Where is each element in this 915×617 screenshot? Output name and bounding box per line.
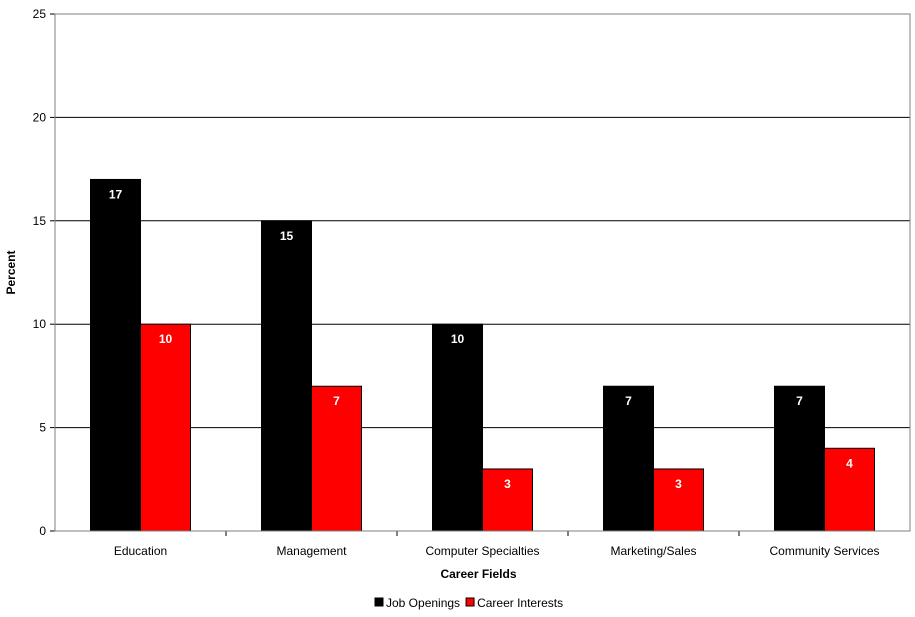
data-label: 10 [159, 332, 173, 346]
data-label: 10 [451, 332, 465, 346]
y-axis-title: Percent [4, 250, 18, 294]
legend-label: Job Openings [386, 596, 460, 610]
bars [90, 178, 875, 532]
legend-swatch [465, 597, 475, 607]
y-tick-label: 20 [33, 110, 47, 124]
data-label: 7 [333, 394, 340, 408]
y-tick-label: 5 [39, 421, 46, 435]
y-tick-label: 0 [39, 524, 46, 538]
bar-job-openings [261, 220, 312, 532]
x-axis-title: Career Fields [440, 567, 516, 581]
bar-job-openings [432, 323, 483, 532]
data-label: 17 [109, 187, 123, 201]
data-label: 3 [675, 477, 682, 491]
bar-career-interests [824, 447, 875, 532]
x-tick-label: Community Services [769, 544, 879, 558]
bar-career-interests [653, 468, 704, 532]
x-tick-label: Marketing/Sales [610, 544, 696, 558]
bar-career-interests [311, 385, 362, 532]
bar-job-openings [774, 385, 825, 532]
plot-area-border [54, 13, 911, 532]
y-tick-label: 15 [33, 214, 47, 228]
data-labels: 17 10 15 7 10 3 7 3 7 4 [109, 187, 853, 491]
y-tick-label: 25 [33, 7, 47, 21]
y-tick-label: 10 [33, 317, 47, 331]
bar-job-openings [603, 385, 654, 532]
legend-label: Career Interests [477, 596, 563, 610]
legend: Job Openings Career Interests [374, 596, 563, 610]
x-axis-ticks: Education Management Computer Specialties M… [55, 530, 910, 558]
y-axis-ticks: 0 5 10 15 20 25 [33, 7, 56, 538]
bar-career-interests [140, 323, 191, 532]
bar-job-openings [90, 178, 141, 532]
x-tick-label: Education [114, 544, 167, 558]
data-label: 7 [625, 394, 632, 408]
data-label: 7 [796, 394, 803, 408]
data-label: 15 [280, 229, 294, 243]
x-tick-label: Computer Specialties [425, 544, 539, 558]
data-label: 3 [504, 477, 511, 491]
legend-swatch [374, 597, 384, 607]
x-tick-label: Management [276, 544, 347, 558]
data-label: 4 [846, 456, 853, 470]
